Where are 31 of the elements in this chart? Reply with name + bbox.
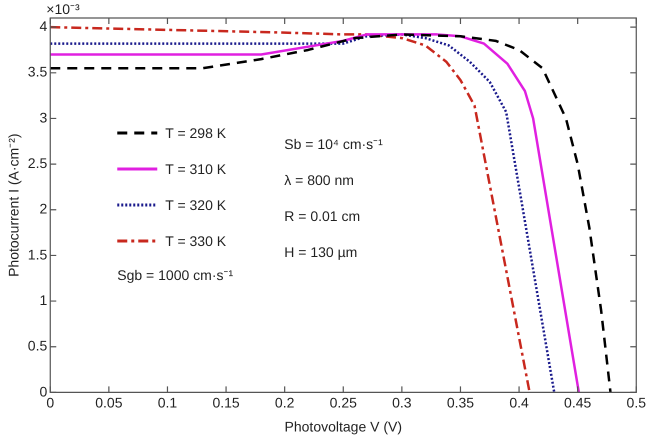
y-tick-label: 1.5	[28, 246, 48, 262]
y-tick-label: 4	[39, 18, 48, 34]
y-tick-label: 3	[39, 109, 48, 126]
x-tick-label: 0.35	[446, 394, 474, 411]
x-tick-label: 0.2	[274, 394, 295, 411]
x-tick-label: 0.1	[158, 394, 178, 411]
x-tick-label: 0.15	[212, 394, 240, 411]
annotation: Sb = 10⁴ cm·s⁻¹	[284, 136, 384, 152]
x-tick-label: 0.05	[95, 394, 123, 411]
x-tick-label: 0.3	[392, 394, 412, 411]
x-tick-label: 0.5	[626, 394, 646, 411]
y-axis-title: Photocurrent I (A·cm⁻²)	[5, 133, 22, 277]
annotation: Sgb = 1000 cm·s⁻¹	[117, 267, 234, 283]
y-tick-label: 1	[39, 292, 48, 308]
y-tick-label: 0.5	[28, 338, 48, 354]
annotation: λ = 800 nm	[284, 172, 354, 188]
legend-label: T = 330 K	[165, 233, 227, 249]
y-tick-label: 2.5	[28, 154, 48, 171]
annotation: H = 130 µm	[284, 244, 358, 260]
x-tick-label: 0.4	[509, 394, 530, 411]
y-tick-label: 2	[39, 200, 48, 217]
y-tick-label: 0	[39, 383, 48, 400]
text: ×10⁻³	[46, 1, 80, 17]
x-tick-label: 0.25	[330, 394, 358, 411]
legend-label: T = 310 K	[165, 161, 227, 177]
legend-label: T = 320 K	[165, 197, 227, 213]
x-tick-label: 0.45	[564, 394, 592, 411]
legend-label: T = 298 K	[165, 125, 227, 141]
annotation: R = 0.01 cm	[284, 208, 360, 224]
x-axis-title: Photovoltage V (V)	[284, 418, 402, 434]
y-tick-label: 3.5	[28, 64, 48, 80]
